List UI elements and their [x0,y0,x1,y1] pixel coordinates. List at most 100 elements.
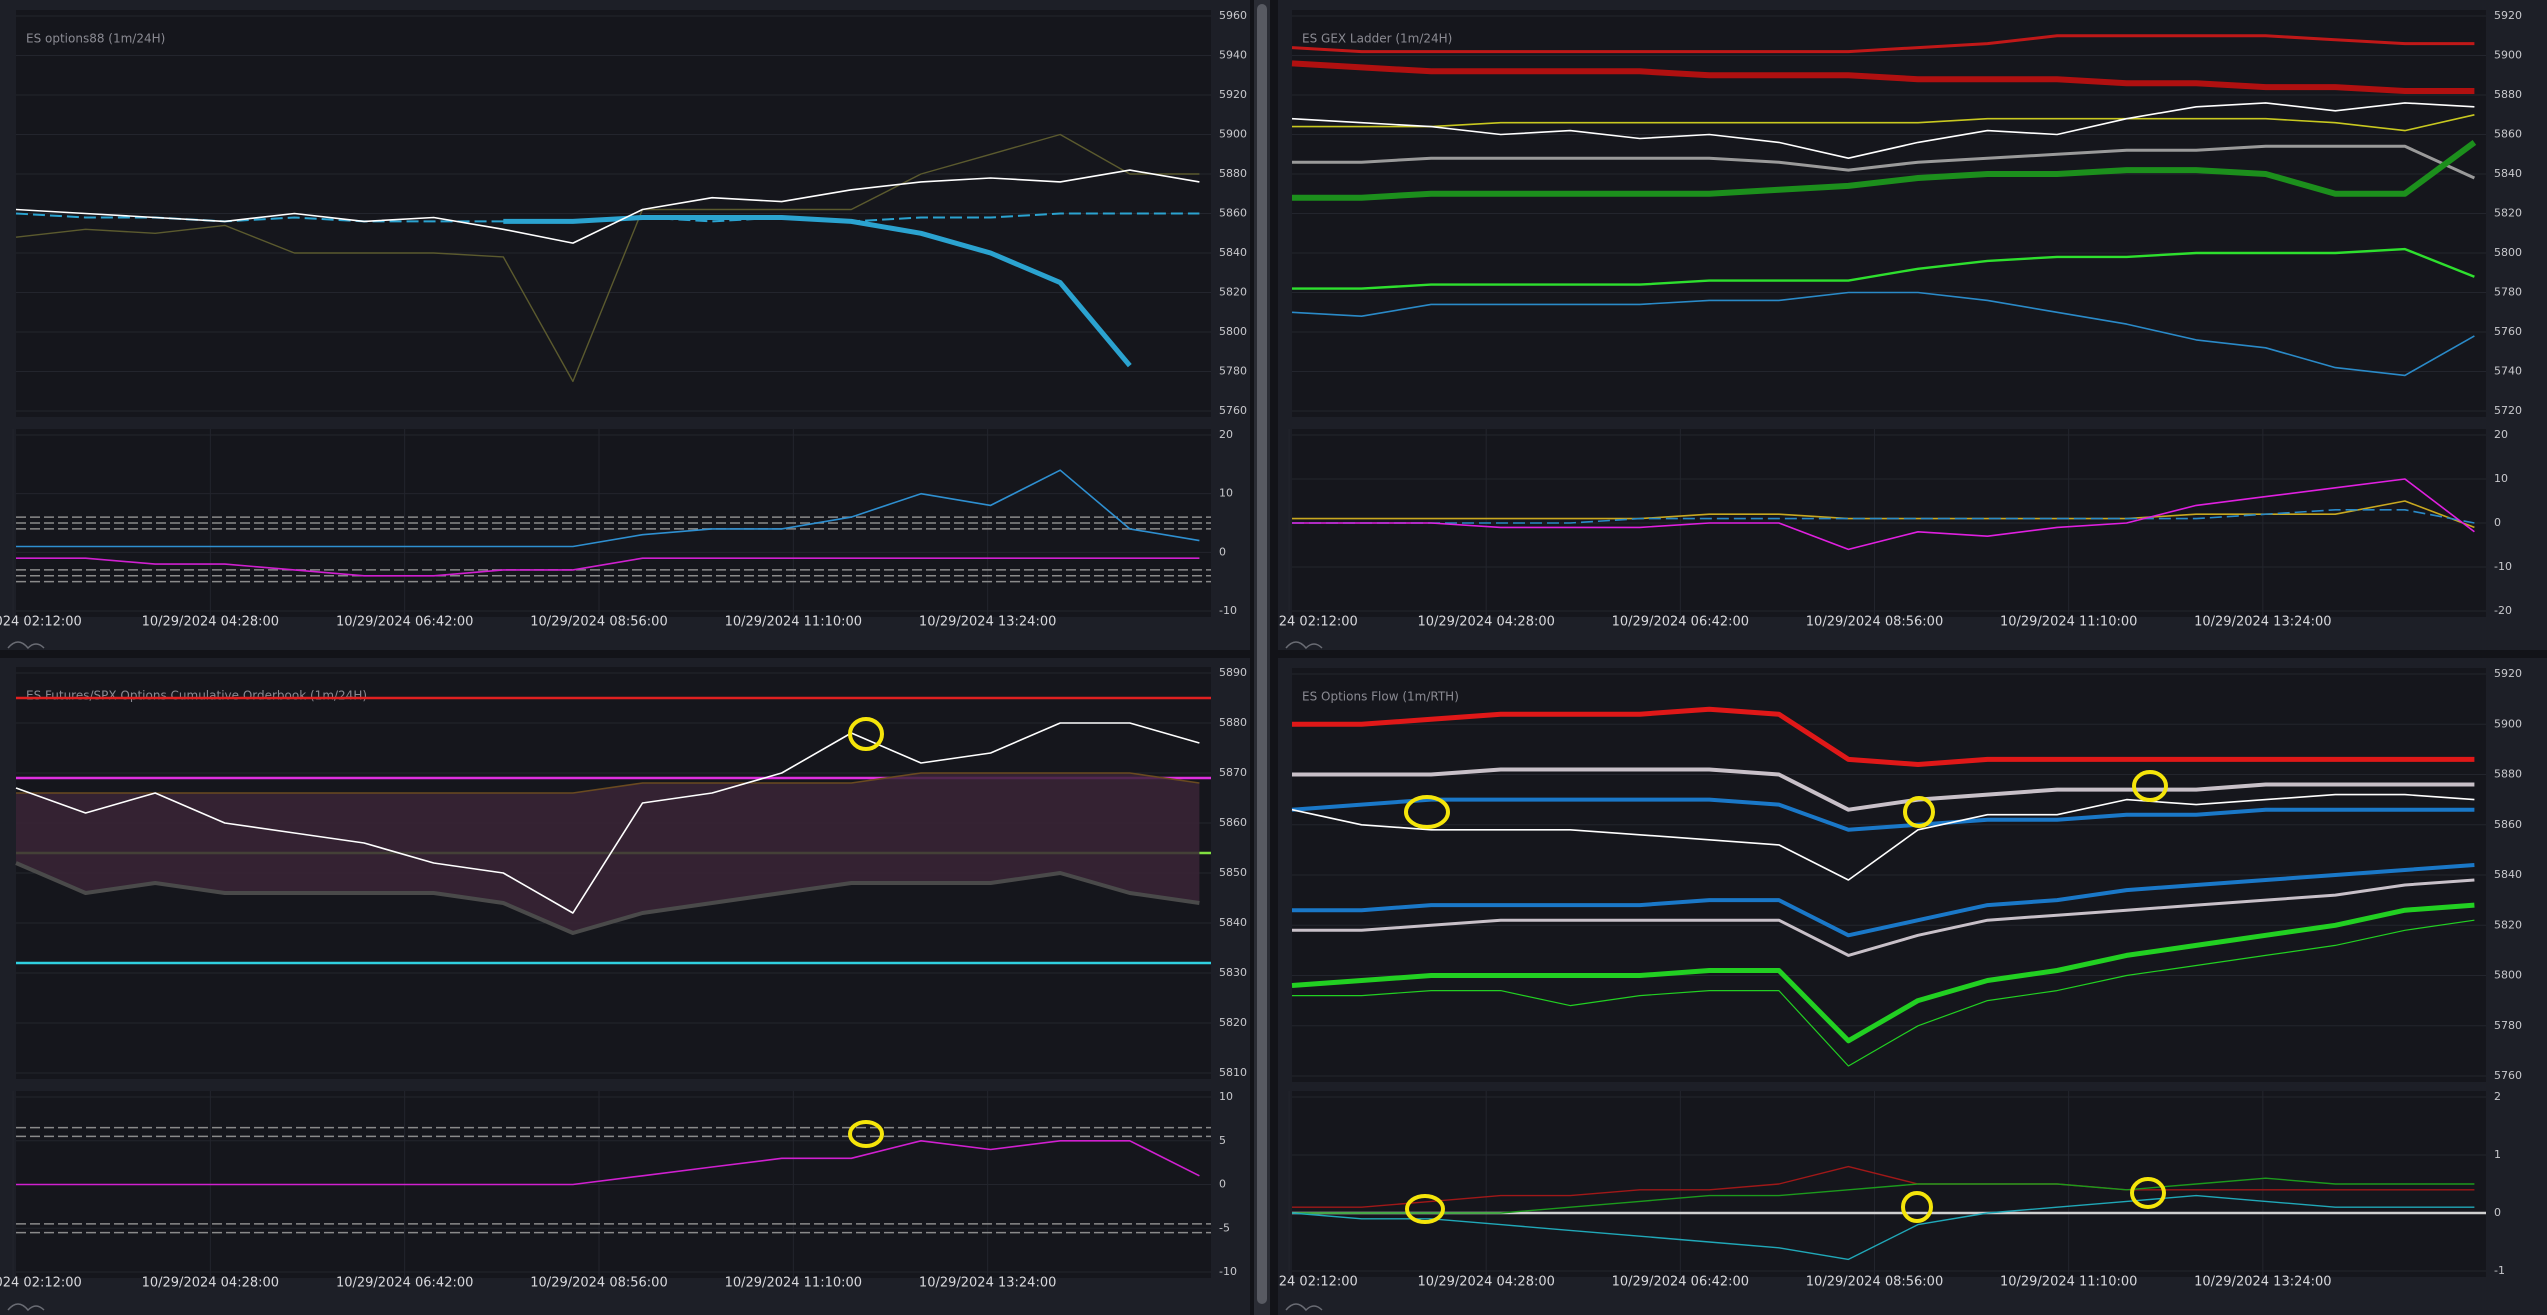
y-tick-label: 5830 [1219,966,1247,979]
series-line [1291,102,2475,159]
series-line [1292,878,2475,957]
x-tick-label: 10/29/2024 13:24:00 [919,1276,1056,1291]
x-tick-label: 10/29/2024 13:24:00 [2194,615,2331,630]
series-line [1291,1194,2475,1261]
y-tick-label: 5860 [1219,207,1247,220]
x-tick-label: 10/29/2024 02:12:00 [0,615,82,630]
chart-icon[interactable] [7,641,45,650]
y-tick-label: 5860 [1219,816,1247,829]
series-line [1292,114,2475,132]
y-tick-label: 5880 [2494,768,2522,781]
y-tick-label: 5820 [1219,1016,1247,1029]
y-tick-label: 5900 [1219,128,1247,141]
y-tick-label: 5800 [2494,246,2522,259]
series-line [16,772,1200,794]
x-tick-label: 10/29/2024 11:10:00 [725,1276,862,1291]
series-line [1292,767,2475,812]
highlight-circle [848,717,884,751]
y-tick-label: 5900 [2494,49,2522,62]
series-line [1291,60,2475,94]
series-line [1291,34,2475,54]
y-tick-label: -10 [1219,604,1237,617]
x-tick-label: 10/29/2024 02:12:00 [0,1276,82,1291]
y-tick-label: 10 [1219,1090,1233,1103]
x-tick-label: 10/29/2024 04:28:00 [1417,1275,1554,1290]
y-tick-label: 5760 [2494,1069,2522,1082]
panel-icons [7,641,1323,1312]
y-tick-label: 5760 [1219,404,1247,417]
x-tick-label: 10/29/2024 06:42:00 [336,1276,473,1291]
y-tick-label: 5840 [1219,246,1247,259]
highlight-circle [848,1120,884,1148]
y-tick-label: 5820 [1219,286,1247,299]
y-tick-label: -20 [2494,604,2512,617]
chart-title: ES Options Flow (1m/RTH) [1302,690,1459,704]
y-tick-label: 5840 [1219,916,1247,929]
series-line [15,169,1200,244]
y-tick-label: 5850 [1219,866,1247,879]
x-tick-label: 10/29/2024 08:56:00 [1806,1275,1943,1290]
y-tick-label: 5820 [2494,918,2522,931]
x-tick-label: 10/29/2024 08:56:00 [530,1276,667,1291]
x-tick-label: 10/29/2024 13:24:00 [919,615,1056,630]
y-tick-label: 5810 [1219,1066,1247,1079]
series-line [16,1140,1200,1186]
highlight-circle [1903,796,1935,828]
y-tick-label: 10 [2494,472,2508,485]
y-tick-label: 5800 [2494,969,2522,982]
x-tick-label: 10/29/2024 13:24:00 [2194,1275,2331,1290]
y-tick-label: 20 [2494,428,2508,441]
y-tick-label: -10 [2494,560,2512,573]
series-line [503,215,1132,368]
y-tick-label: 0 [1219,1178,1226,1191]
series-line [1292,509,2475,524]
highlight-circle [1901,1191,1933,1223]
y-tick-label: 5840 [2494,868,2522,881]
y-tick-label: 5820 [2494,207,2522,220]
chart-icon[interactable] [1285,1303,1323,1312]
chart-title: ES GEX Ladder (1m/24H) [1302,32,1452,46]
series-line [15,133,1200,383]
series-line [1292,1177,2475,1214]
chart-icon[interactable] [7,1303,45,1312]
y-tick-label: 5890 [1219,666,1247,679]
y-tick-label: 5870 [1219,766,1247,779]
x-tick-label: 10/29/2024 11:10:00 [725,615,862,630]
y-tick-label: 5840 [2494,167,2522,180]
series-line [1292,478,2475,551]
plot-background [1292,1091,2486,1277]
x-tick-label: 10/29/2024 04:28:00 [142,1276,279,1291]
series-line [1291,291,2475,377]
panel-content: 5760 5780 5800 5820 5840 5860 5880 5900 5920 ES O… [1278,667,2522,1290]
y-tick-label: 5780 [2494,1019,2522,1032]
x-tick-label: 10/29/2024 02:12:00 [1220,615,1357,630]
y-tick-label: 5960 [1219,9,1247,22]
x-tick-label: 10/29/2024 04:28:00 [142,615,279,630]
y-tick-label: 0 [1219,545,1226,558]
y-tick-label: 5940 [1219,49,1247,62]
x-tick-label: 10/29/2024 06:42:00 [1612,1275,1749,1290]
y-tick-label: 1 [2494,1148,2501,1161]
highlight-circle [1404,795,1450,829]
panel-content: 5810 5820 5830 5840 5850 5860 5870 5880 5890 ES F… [0,666,1247,1291]
y-tick-label: 5920 [1219,88,1247,101]
y-tick-label: 5780 [2494,286,2522,299]
y-tick-label: 5880 [1219,716,1247,729]
x-tick-label: 10/29/2024 04:28:00 [1417,615,1554,630]
x-tick-label: 10/29/2024 11:10:00 [2000,615,2137,630]
chart-icon[interactable] [1285,641,1323,650]
y-tick-label: 5880 [2494,88,2522,101]
y-tick-label: 10 [1219,487,1233,500]
series-line [1292,1165,2475,1208]
series-line [15,861,1200,935]
y-tick-label: 5920 [2494,9,2522,22]
y-tick-label: 0 [2494,516,2501,529]
scrollbar-thumb[interactable] [1257,4,1267,1304]
highlights [848,717,2168,1224]
series-line [1291,902,2475,1044]
series-line [1291,793,2475,881]
series-line [1292,500,2475,529]
series-line [1292,139,2477,201]
series-line [15,722,1200,914]
